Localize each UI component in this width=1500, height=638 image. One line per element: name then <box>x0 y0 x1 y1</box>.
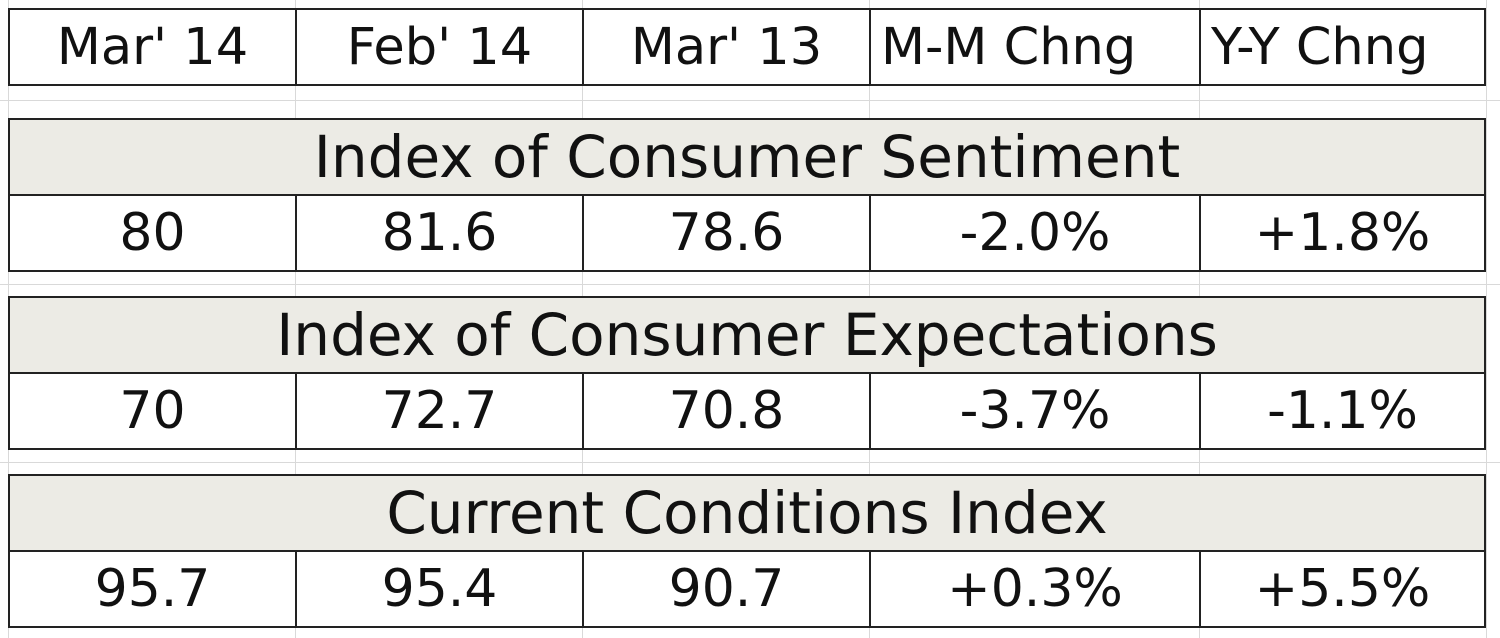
value-cell-feb14[interactable]: 95.4 <box>297 552 584 626</box>
value-cell-mar13[interactable]: 78.6 <box>584 196 871 270</box>
header-cell-mm-change[interactable]: M-M Chng <box>871 10 1201 84</box>
value-cell-yy-change[interactable]: -1.1% <box>1267 381 1418 441</box>
gridline <box>0 284 1500 285</box>
section-title: Index of Consumer Sentiment <box>313 123 1181 191</box>
header-cell-yy-change[interactable]: Y-Y Chng <box>1211 17 1429 77</box>
header-cell-mar14[interactable]: Mar' 14 <box>10 10 297 84</box>
value-cell-mar13[interactable]: 70.8 <box>584 374 871 448</box>
section-title-row[interactable]: Current Conditions Index <box>8 474 1486 552</box>
value-cell-mm-change[interactable]: +0.3% <box>871 552 1201 626</box>
value-cell-mm-change[interactable]: -3.7% <box>871 374 1201 448</box>
header-row: Mar' 14 Feb' 14 Mar' 13 M-M Chng Y-Y Chn… <box>8 8 1486 86</box>
table-row: 80 81.6 78.6 -2.0% +1.8% <box>8 194 1486 272</box>
value-cell-yy-change[interactable]: +5.5% <box>1254 559 1431 619</box>
value-cell-feb14[interactable]: 72.7 <box>297 374 584 448</box>
value-cell-mar14[interactable]: 95.7 <box>10 552 297 626</box>
gridline <box>0 462 1500 463</box>
value-cell-mar13[interactable]: 90.7 <box>584 552 871 626</box>
gridline <box>1486 0 1487 638</box>
section-title: Index of Consumer Expectations <box>276 301 1218 369</box>
header-cell-mar13[interactable]: Mar' 13 <box>584 10 871 84</box>
header-cell-feb14[interactable]: Feb' 14 <box>297 10 584 84</box>
table-row: 95.7 95.4 90.7 +0.3% +5.5% <box>8 550 1486 628</box>
section-title-row[interactable]: Index of Consumer Sentiment <box>8 118 1486 196</box>
value-cell-mar14[interactable]: 80 <box>10 196 297 270</box>
section-title-row[interactable]: Index of Consumer Expectations <box>8 296 1486 374</box>
gridline <box>0 100 1500 101</box>
value-cell-yy-change[interactable]: +1.8% <box>1254 203 1431 263</box>
value-cell-mm-change[interactable]: -2.0% <box>871 196 1201 270</box>
section-title: Current Conditions Index <box>386 479 1108 547</box>
value-cell-mar14[interactable]: 70 <box>10 374 297 448</box>
table-row: 70 72.7 70.8 -3.7% -1.1% <box>8 372 1486 450</box>
value-cell-feb14[interactable]: 81.6 <box>297 196 584 270</box>
